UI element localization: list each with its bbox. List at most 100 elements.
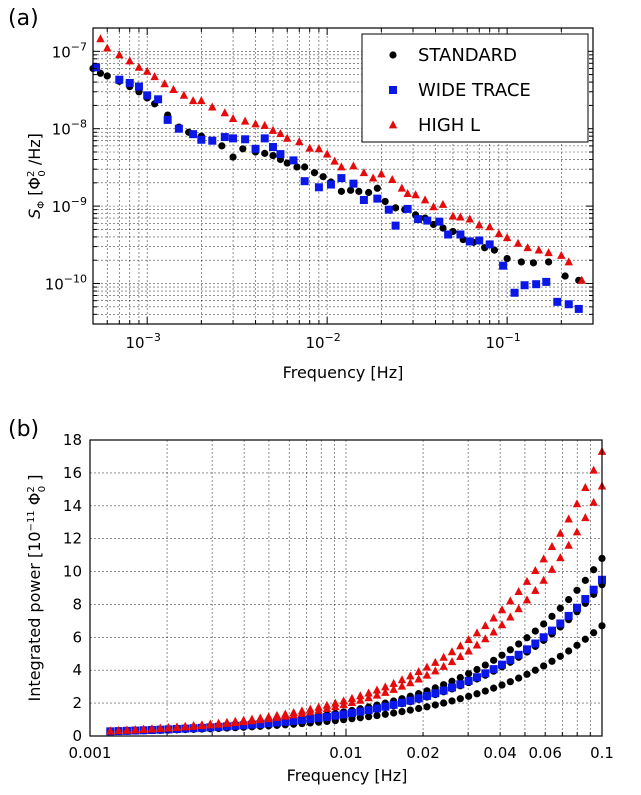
data-point xyxy=(283,159,291,167)
data-point xyxy=(331,702,340,711)
data-point xyxy=(381,687,390,696)
data-point xyxy=(456,651,465,660)
data-point xyxy=(415,704,423,713)
data-point xyxy=(381,682,390,691)
data-point xyxy=(381,197,389,206)
data-point xyxy=(390,709,398,717)
data-point xyxy=(289,710,298,719)
data-point xyxy=(281,711,290,720)
data-point xyxy=(115,75,124,84)
data-point xyxy=(439,661,448,670)
data-point xyxy=(565,647,573,655)
data-point xyxy=(391,221,400,230)
data-point xyxy=(301,163,309,171)
data-point xyxy=(372,685,382,694)
data-point xyxy=(197,135,206,144)
data-point xyxy=(572,499,582,508)
data-point xyxy=(281,717,290,726)
data-point xyxy=(489,665,498,674)
data-point xyxy=(498,681,506,689)
data-point xyxy=(381,710,389,718)
data-point xyxy=(531,627,539,635)
legend-marker xyxy=(389,51,397,59)
data-point xyxy=(314,713,323,722)
data-point xyxy=(497,620,507,629)
y-tick-label: 10−10 xyxy=(45,273,87,294)
data-point xyxy=(581,576,589,584)
legend-label: STANDARD xyxy=(418,45,517,66)
data-point xyxy=(439,652,448,661)
data-point xyxy=(456,641,465,650)
data-point xyxy=(220,108,230,117)
y-tick-label: 6 xyxy=(72,628,82,646)
panel-b-grid xyxy=(89,439,603,737)
data-point xyxy=(464,646,473,655)
data-point xyxy=(389,684,398,693)
data-point xyxy=(489,613,498,622)
data-point xyxy=(240,116,250,125)
data-point xyxy=(447,683,456,692)
data-point xyxy=(181,722,190,731)
data-point xyxy=(365,188,373,197)
data-point xyxy=(497,660,506,669)
data-point xyxy=(447,647,457,656)
data-point xyxy=(489,627,498,636)
data-point xyxy=(522,645,531,654)
y-tick-label: 10−7 xyxy=(52,40,87,61)
svg-text:SΦ [Φ20 /Hz]: SΦ [Φ20 /Hz] xyxy=(25,133,48,219)
panel-b-label: (b) xyxy=(8,417,39,442)
data-point xyxy=(439,686,448,695)
x-tick-label: 0.1 xyxy=(590,744,614,762)
y-tick-label: 4 xyxy=(72,661,82,679)
data-point xyxy=(531,585,540,594)
panel-b-y-axis-title: Integrated power [10−11 Φ20 ] xyxy=(25,475,48,702)
data-point xyxy=(239,721,248,730)
data-point xyxy=(276,129,285,138)
data-point xyxy=(373,194,382,203)
data-point xyxy=(373,184,381,192)
data-point xyxy=(172,722,182,731)
data-point xyxy=(561,272,569,280)
data-point xyxy=(122,725,132,734)
data-point xyxy=(422,670,432,679)
data-point xyxy=(540,662,548,670)
legend: STANDARD WIDE TRACE HIGH L xyxy=(361,33,589,143)
data-point xyxy=(229,134,238,143)
data-point xyxy=(125,56,134,65)
data-point xyxy=(347,186,355,194)
data-point xyxy=(589,465,598,474)
data-point xyxy=(465,692,473,700)
data-point xyxy=(229,153,237,161)
data-point xyxy=(103,72,111,80)
y-tick-label: 14 xyxy=(63,497,82,515)
data-point xyxy=(391,204,400,212)
data-point xyxy=(572,603,581,612)
data-point xyxy=(494,229,504,238)
data-point xyxy=(169,85,178,94)
data-point xyxy=(403,189,412,198)
data-point xyxy=(349,161,358,170)
data-point xyxy=(142,66,152,75)
data-point xyxy=(272,718,281,727)
data-point xyxy=(481,621,490,630)
data-point xyxy=(314,705,323,714)
data-point xyxy=(96,34,105,43)
data-point xyxy=(590,629,598,637)
data-point xyxy=(256,719,265,728)
data-point xyxy=(581,595,590,604)
data-point xyxy=(239,717,248,726)
data-point xyxy=(197,721,207,730)
data-point xyxy=(268,143,277,152)
data-point xyxy=(163,115,172,124)
data-point xyxy=(422,662,432,671)
data-point xyxy=(506,596,515,605)
data-point xyxy=(581,635,589,643)
data-point xyxy=(241,135,250,144)
y-tick-label: 2 xyxy=(72,694,82,712)
data-point xyxy=(389,678,398,687)
data-point xyxy=(96,69,105,77)
data-point xyxy=(539,575,548,584)
data-point xyxy=(261,149,269,157)
panel-a-label: (a) xyxy=(8,6,39,31)
